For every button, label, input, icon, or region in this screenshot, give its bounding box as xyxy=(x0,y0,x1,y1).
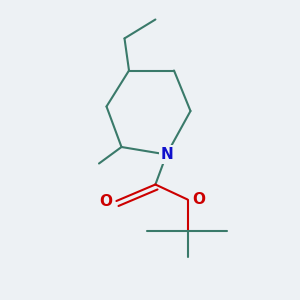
Text: N: N xyxy=(160,147,173,162)
Text: O: O xyxy=(99,194,112,208)
Text: O: O xyxy=(192,192,206,207)
